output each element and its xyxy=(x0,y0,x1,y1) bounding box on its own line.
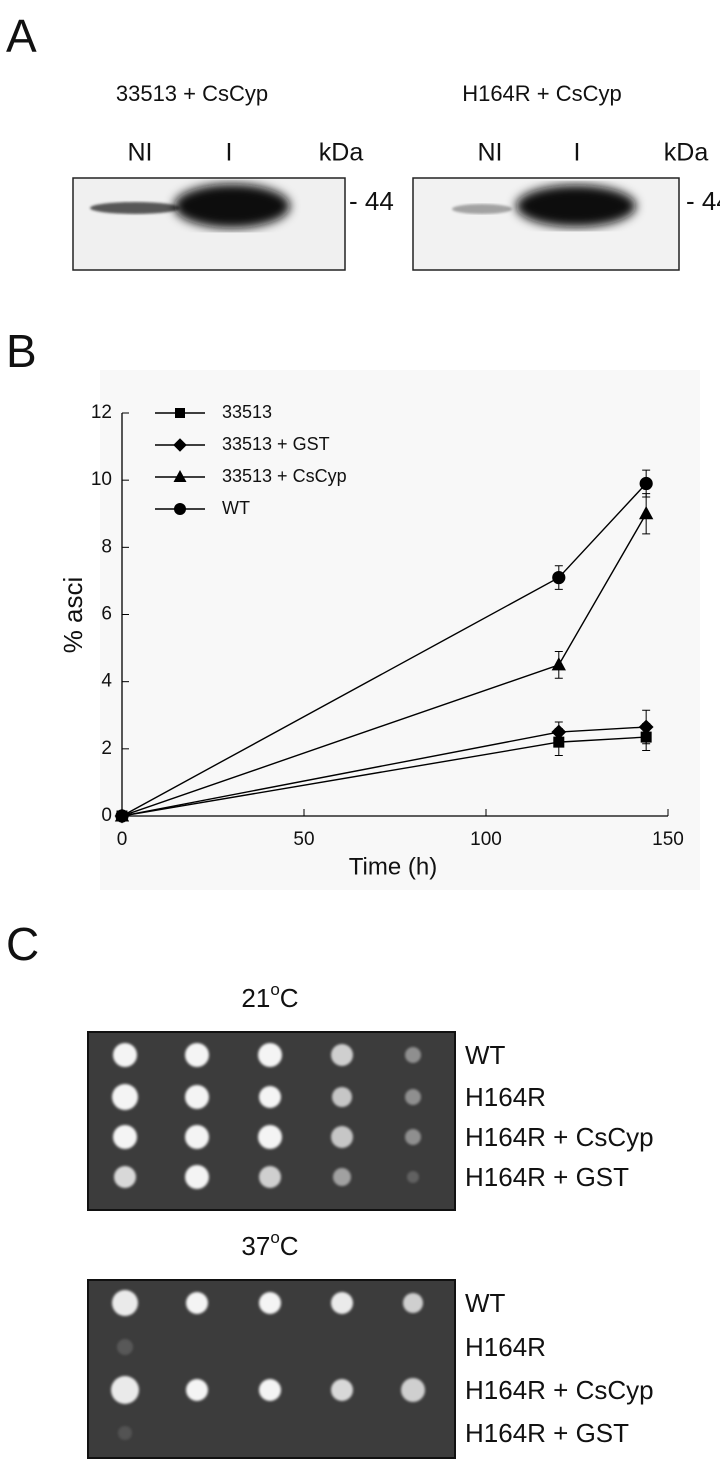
unit-label: kDa xyxy=(319,139,364,167)
strain-label: H164R + GST xyxy=(465,1162,629,1192)
marker-label: - 44 xyxy=(349,186,394,216)
marker xyxy=(115,809,129,823)
spot xyxy=(259,1379,281,1401)
x-axis-label: Time (h) xyxy=(349,853,437,880)
plate-title-part: 37 xyxy=(241,1231,270,1261)
band xyxy=(452,204,512,214)
x-tick-label: 0 xyxy=(117,829,128,850)
spot xyxy=(331,1044,353,1066)
legend-label: WT xyxy=(222,498,250,518)
marker xyxy=(174,503,186,515)
unit-label: kDa xyxy=(664,139,709,167)
spot xyxy=(111,1376,139,1404)
spot xyxy=(112,1084,138,1110)
strain-label: H164R xyxy=(465,1082,546,1112)
y-axis-label: % asci xyxy=(58,577,88,654)
y-tick-label: 12 xyxy=(91,402,112,423)
spot xyxy=(185,1165,209,1189)
legend-label: 33513 xyxy=(222,402,272,422)
spot xyxy=(333,1168,351,1186)
spot xyxy=(403,1293,423,1313)
marker xyxy=(173,438,187,452)
spot xyxy=(407,1171,419,1183)
y-tick-label: 0 xyxy=(101,805,112,826)
lane-label: I xyxy=(574,139,581,167)
spot xyxy=(259,1086,281,1108)
spot xyxy=(258,1043,282,1067)
y-tick-label: 4 xyxy=(101,671,112,692)
strain-label: H164R + CsCyp xyxy=(465,1375,654,1405)
spot xyxy=(405,1129,421,1145)
panel-label: C xyxy=(6,918,39,970)
spot xyxy=(113,1043,137,1067)
plot: 0 2 4 6 8 10 12 0 50 100 150 33513 33513 + GST 33513 … xyxy=(91,402,684,850)
strain-label: H164R xyxy=(465,1332,546,1362)
spot xyxy=(186,1379,208,1401)
plate-title: 37oC xyxy=(241,1228,298,1260)
y-tick-label: 8 xyxy=(101,536,112,557)
x-tick-label: 100 xyxy=(470,829,502,850)
spot xyxy=(258,1125,282,1149)
plate-title-part: C xyxy=(280,1231,299,1261)
lane-label: I xyxy=(226,139,233,167)
spot xyxy=(331,1379,353,1401)
plate-title-part: C xyxy=(280,983,299,1013)
y-tick-label: 10 xyxy=(91,469,112,490)
blot-title: 33513 + CsCyp xyxy=(116,81,268,106)
spot xyxy=(112,1290,138,1316)
lane-label: NI xyxy=(478,139,503,167)
spot xyxy=(332,1087,352,1107)
spot xyxy=(405,1047,421,1063)
spot xyxy=(117,1339,133,1355)
legend-label: 33513 + CsCyp xyxy=(222,466,347,486)
marker xyxy=(551,724,567,740)
marker xyxy=(552,570,566,585)
panel-label: A xyxy=(6,10,37,62)
marker xyxy=(173,470,187,482)
spot xyxy=(259,1166,281,1188)
y-tick-label: 6 xyxy=(101,604,112,625)
blot-title: H164R + CsCyp xyxy=(462,81,622,106)
spot xyxy=(114,1166,136,1188)
band xyxy=(174,184,290,228)
plate-title-part: o xyxy=(270,1228,279,1247)
spot xyxy=(405,1089,421,1105)
band xyxy=(90,202,180,214)
spot xyxy=(259,1292,281,1314)
x-tick-label: 50 xyxy=(293,829,314,850)
spot xyxy=(331,1126,353,1148)
marker xyxy=(639,476,653,491)
panel-label: B xyxy=(6,325,37,377)
y-tick-label: 2 xyxy=(101,738,112,759)
plate-title: 21oC xyxy=(241,980,298,1012)
legend-label: 33513 + GST xyxy=(222,434,330,454)
plate-title-part: o xyxy=(270,980,279,999)
spot xyxy=(185,1125,209,1149)
marker xyxy=(639,506,654,520)
spot xyxy=(186,1292,208,1314)
strain-label: H164R + GST xyxy=(465,1418,629,1448)
band xyxy=(516,185,636,227)
spot xyxy=(185,1085,209,1109)
strain-label: WT xyxy=(465,1288,506,1318)
marker-label: - 44 xyxy=(686,186,720,216)
spot xyxy=(401,1378,425,1402)
plot-background xyxy=(100,370,700,890)
spot xyxy=(118,1426,132,1440)
strain-label: H164R + CsCyp xyxy=(465,1122,654,1152)
spot xyxy=(185,1043,209,1067)
marker xyxy=(551,657,566,671)
lane-label: NI xyxy=(128,139,153,167)
marker xyxy=(638,719,654,735)
spot xyxy=(331,1292,353,1314)
strain-label: WT xyxy=(465,1040,506,1070)
spot xyxy=(113,1125,137,1149)
plate-title-part: 21 xyxy=(241,983,270,1013)
x-tick-label: 150 xyxy=(652,829,684,850)
marker xyxy=(175,408,185,418)
